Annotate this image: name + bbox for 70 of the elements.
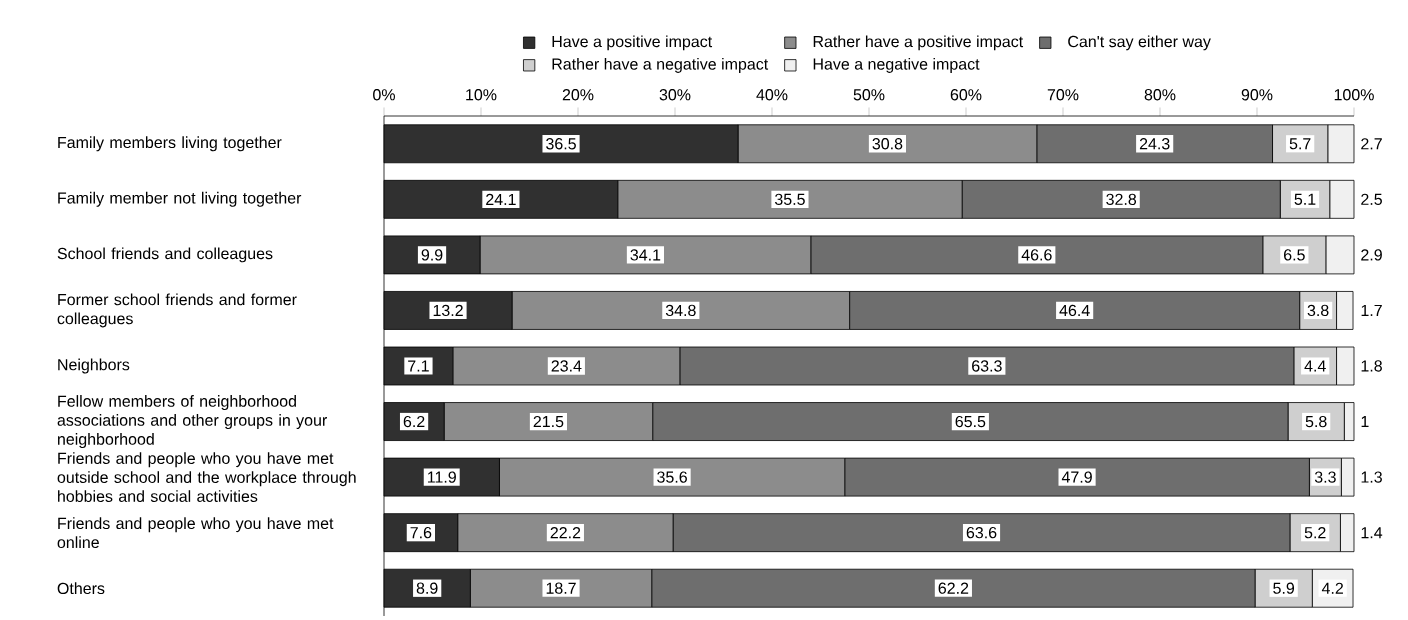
legend-label: Rather have a positive impact <box>813 35 1024 51</box>
data-label: 7.1 <box>408 360 429 372</box>
data-label: 1.7 <box>1361 304 1382 316</box>
data-label: 1.4 <box>1361 527 1383 539</box>
data-label: 8.9 <box>416 582 438 594</box>
data-label: 1.3 <box>1361 471 1382 483</box>
data-label: 2.9 <box>1361 249 1382 261</box>
y-tick-label: Former school friends and former colleagues <box>57 293 297 328</box>
y-tick-label: Family member not living together <box>58 191 302 207</box>
data-label: 2.7 <box>1361 138 1382 150</box>
data-label: 47.9 <box>1061 471 1092 483</box>
data-label: 63.6 <box>966 527 997 539</box>
data-label: 35.5 <box>774 193 805 205</box>
data-label: 23.4 <box>551 360 582 372</box>
x-tick-label: 0% <box>373 89 395 101</box>
data-label: 2.5 <box>1361 193 1382 205</box>
data-label: 5.2 <box>1304 527 1326 539</box>
y-tick-label: Friends and people who you have met online <box>57 517 334 549</box>
data-label: 35.6 <box>657 471 687 483</box>
y-tick-label: Others <box>57 582 105 595</box>
y-tick-label: Friends and people who you have met outside school and the workplace through hobbies and social activities <box>57 452 356 502</box>
data-label: 3.8 <box>1307 304 1329 317</box>
data-label: 5.7 <box>1289 138 1311 150</box>
legend-label: Have a negative impact <box>813 58 980 73</box>
data-label: 36.5 <box>546 138 576 150</box>
x-tick-label: 70% <box>1047 89 1079 101</box>
y-tick-label: Neighbors <box>58 358 130 374</box>
x-tick-label: 40% <box>756 89 788 101</box>
x-tick-label: 100% <box>1334 89 1374 101</box>
x-tick-label: 20% <box>562 89 594 101</box>
x-tick-label: 50% <box>853 89 885 101</box>
x-tick-label: 60% <box>950 89 982 101</box>
data-label: 13.2 <box>433 304 463 317</box>
data-label: 30.8 <box>872 138 903 150</box>
x-tick-label: 10% <box>466 89 497 101</box>
data-label: 11.9 <box>427 471 456 483</box>
x-tick-label: 90% <box>1241 89 1273 101</box>
data-label: 9.9 <box>421 249 443 261</box>
data-label: 1.8 <box>1361 360 1382 372</box>
data-label: 3.3 <box>1314 471 1336 483</box>
data-label: 34.1 <box>630 249 661 261</box>
data-label: 24.1 <box>486 193 516 205</box>
data-label: 1 <box>1361 416 1369 428</box>
data-label: 6.5 <box>1284 249 1305 261</box>
data-label: 21.5 <box>533 415 564 428</box>
data-label: 63.3 <box>972 360 1002 372</box>
x-tick-label: 80% <box>1144 89 1176 101</box>
y-tick-label: Family members living together <box>58 136 282 152</box>
data-label: 4.2 <box>1321 582 1343 594</box>
data-label: 24.3 <box>1139 138 1170 150</box>
y-tick-label: School friends and colleagues <box>57 247 273 263</box>
legend-label: Have a positive impact <box>552 35 713 51</box>
data-label: 46.6 <box>1021 249 1052 261</box>
data-label: 34.8 <box>665 304 696 317</box>
data-label: 65.5 <box>955 415 986 428</box>
x-tick-label: 30% <box>659 89 691 101</box>
y-tick-label: Fellow members of neighborhood associations and other groups in your neighborhood <box>57 395 327 449</box>
data-label: 62.2 <box>938 582 969 594</box>
data-label: 5.1 <box>1294 193 1316 205</box>
data-label: 6.2 <box>403 415 425 428</box>
data-label: 5.8 <box>1305 415 1327 428</box>
data-label: 18.7 <box>546 582 576 594</box>
data-label: 4.4 <box>1304 360 1326 372</box>
data-label: 5.9 <box>1273 582 1295 594</box>
data-label: 46.4 <box>1059 304 1090 317</box>
data-label: 22.2 <box>550 527 581 539</box>
data-label: 32.8 <box>1106 193 1137 205</box>
legend-label: Rather have a negative impact <box>552 58 769 73</box>
data-label: 7.6 <box>410 527 432 539</box>
legend-label: Can't say either way <box>1068 35 1211 51</box>
